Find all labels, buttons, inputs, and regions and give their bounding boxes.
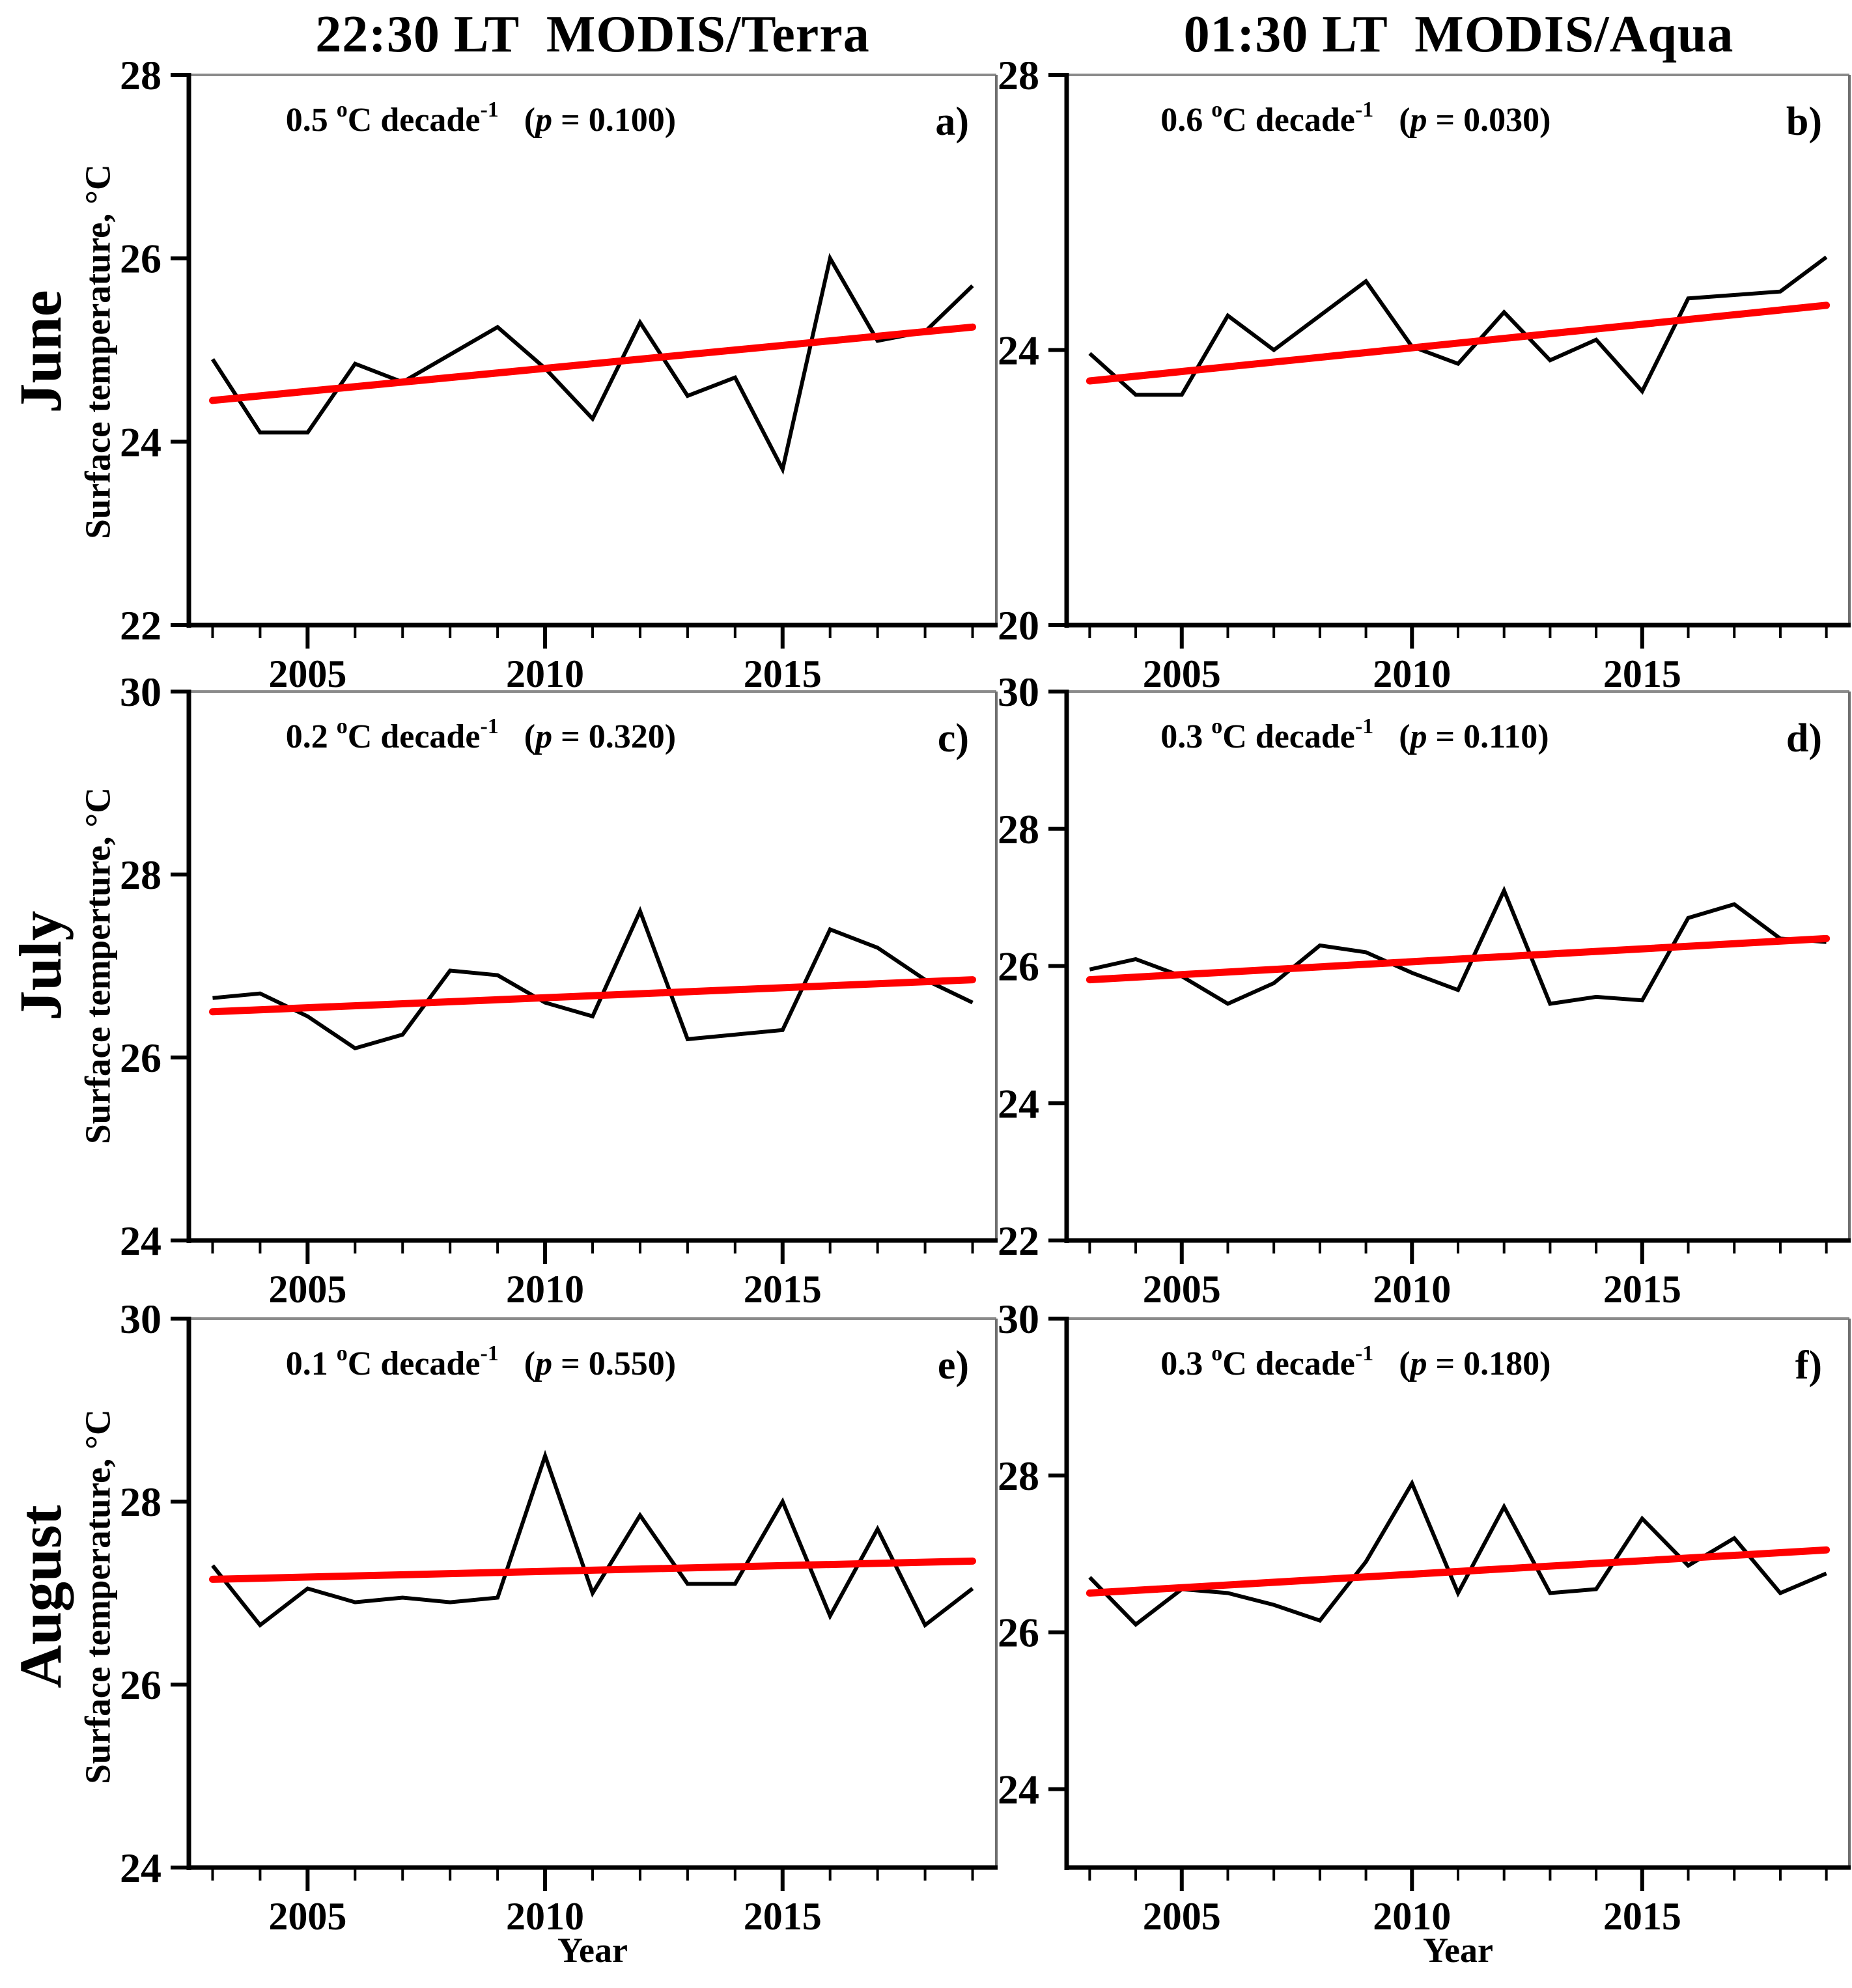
svg-text:0.3 oC decade-1 (p = 0.180): 0.3 oC decade-1 (p = 0.180) (1160, 1341, 1550, 1382)
svg-text:2015: 2015 (1603, 1895, 1681, 1938)
x-axis-title-left: Year (557, 1931, 628, 1970)
svg-text:2015: 2015 (1603, 652, 1681, 695)
svg-text:2005: 2005 (1143, 652, 1221, 695)
svg-text:26: 26 (120, 1662, 161, 1708)
row-label-july: July (7, 910, 74, 1021)
svg-text:28: 28 (998, 1453, 1039, 1499)
chart-panel-c: 24 26 28 30 2005 2010 2015 0.2 oC decade-1 (p =… (72, 669, 1003, 1358)
chart-panel-a: 22 24 26 28 2005 2010 2015 0.5 oC decade-1 (p =… (72, 52, 1003, 742)
svg-text:30: 30 (120, 679, 161, 715)
svg-text:30: 30 (120, 1306, 161, 1342)
svg-text:2010: 2010 (506, 1895, 584, 1938)
svg-text:d): d) (1786, 716, 1822, 761)
svg-text:2005: 2005 (268, 1268, 346, 1311)
x-axis-title-right: Year (1423, 1931, 1493, 1970)
column-title-aqua: 01:30 LT MODIS/Aqua (1183, 6, 1734, 63)
chart-panel-b: 20 24 28 2005 2010 2015 0.6 oC decade-1 (p = 0… (949, 52, 1852, 742)
row-label-june: June (7, 290, 74, 413)
svg-text:2010: 2010 (1373, 1895, 1451, 1938)
svg-text:0.2 oC decade-1 (p = 0.320): 0.2 oC decade-1 (p = 0.320) (286, 714, 676, 755)
svg-text:26: 26 (120, 1035, 161, 1081)
svg-text:22: 22 (998, 1218, 1039, 1264)
svg-text:26: 26 (998, 944, 1039, 990)
svg-text:2005: 2005 (1143, 1895, 1221, 1938)
svg-text:0.6 oC decade-1 (p = 0.030): 0.6 oC decade-1 (p = 0.030) (1160, 98, 1550, 139)
svg-text:28: 28 (120, 852, 161, 898)
svg-text:28: 28 (120, 1479, 161, 1525)
svg-text:0.5 oC decade-1 (p = 0.100): 0.5 oC decade-1 (p = 0.100) (286, 98, 676, 139)
svg-text:2010: 2010 (1373, 1268, 1451, 1311)
svg-text:2005: 2005 (268, 652, 346, 695)
svg-text:c): c) (938, 716, 969, 761)
svg-text:22: 22 (120, 602, 161, 649)
svg-text:e): e) (938, 1343, 969, 1388)
svg-text:a): a) (935, 100, 969, 144)
chart-panel-f: 24 26 28 30 2005 2010 2015 0.3 oC decade-1 (p =… (949, 1296, 1852, 1985)
svg-text:28: 28 (998, 806, 1039, 852)
svg-text:2015: 2015 (1603, 1268, 1681, 1311)
svg-text:2005: 2005 (268, 1895, 346, 1938)
svg-text:f): f) (1795, 1343, 1822, 1388)
svg-text:24: 24 (120, 1845, 161, 1891)
svg-text:20: 20 (998, 602, 1039, 649)
svg-text:0.1 oC decade-1 (p = 0.550): 0.1 oC decade-1 (p = 0.550) (286, 1341, 676, 1382)
svg-text:b): b) (1786, 100, 1822, 144)
svg-text:30: 30 (998, 679, 1039, 715)
svg-text:2015: 2015 (744, 652, 822, 695)
svg-text:2010: 2010 (506, 1268, 584, 1311)
svg-text:0.3 oC decade-1 (p = 0.110): 0.3 oC decade-1 (p = 0.110) (1160, 714, 1549, 755)
row-label-august: August (7, 1505, 74, 1688)
svg-text:2005: 2005 (1143, 1268, 1221, 1311)
svg-text:24: 24 (998, 1767, 1039, 1813)
svg-text:24: 24 (120, 419, 161, 465)
svg-text:2015: 2015 (744, 1895, 822, 1938)
svg-text:28: 28 (120, 62, 161, 98)
column-title-terra: 22:30 LT MODIS/Terra (315, 6, 870, 63)
chart-panel-e: 24 26 28 30 2005 2010 2015 0.1 oC decade-1 (p =… (72, 1296, 1003, 1985)
svg-text:28: 28 (998, 62, 1039, 98)
svg-text:24: 24 (998, 328, 1039, 374)
svg-text:24: 24 (120, 1218, 161, 1264)
chart-panel-d: 22 24 26 28 30 2005 2010 2015 0.3 oC decade-1 (p… (949, 669, 1852, 1358)
svg-text:26: 26 (120, 236, 161, 282)
svg-text:2010: 2010 (506, 652, 584, 695)
svg-text:2015: 2015 (744, 1268, 822, 1311)
svg-text:26: 26 (998, 1610, 1039, 1656)
svg-text:30: 30 (998, 1306, 1039, 1342)
svg-text:24: 24 (998, 1080, 1039, 1127)
svg-text:2010: 2010 (1373, 652, 1451, 695)
